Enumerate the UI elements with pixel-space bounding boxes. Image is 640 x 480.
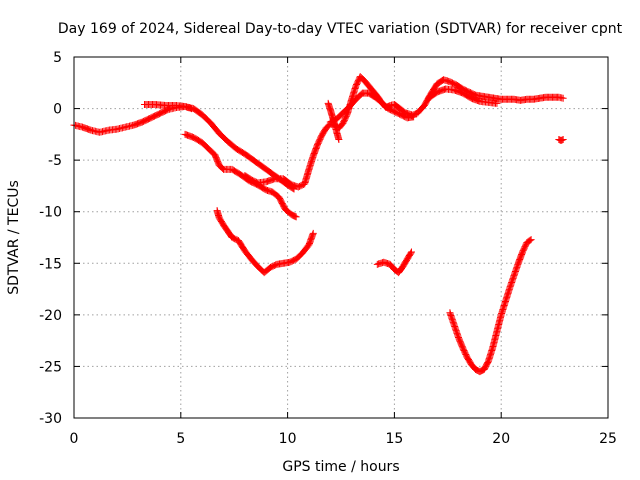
x-tick-label: 0 [70, 431, 79, 447]
x-tick-label: 15 [385, 431, 403, 447]
y-tick-label: -25 [39, 359, 62, 375]
data-point [309, 229, 317, 237]
y-axis-label: SDTVAR / TECUs [6, 180, 22, 295]
series-arc-3 [181, 130, 300, 221]
data-point [407, 249, 415, 257]
data-point [558, 136, 566, 144]
y-tick-label: -15 [39, 256, 62, 272]
y-tick-label: 5 [53, 50, 62, 66]
data-point [559, 94, 567, 102]
data-point [187, 105, 195, 113]
x-tick-label: 10 [279, 431, 297, 447]
series-arc-7 [324, 99, 343, 144]
y-tick-label: -30 [39, 411, 62, 427]
data-point [407, 248, 415, 256]
series-arc-12 [555, 136, 567, 145]
y-tick-label: -5 [48, 153, 62, 169]
y-tick-label: 0 [53, 102, 62, 118]
x-tick-label: 20 [492, 431, 510, 447]
data-point [335, 136, 343, 144]
data-point [493, 99, 501, 107]
series-arc-11 [446, 236, 535, 376]
series-arc-8 [373, 248, 415, 277]
series-arc-9 [407, 76, 567, 120]
chart-title: Day 169 of 2024, Sidereal Day-to-day VTE… [58, 21, 623, 37]
y-tick-label: -20 [39, 308, 62, 324]
series-arc-2 [140, 100, 195, 113]
x-axis-label: GPS time / hours [282, 459, 399, 475]
data-point [559, 136, 567, 144]
data-point [292, 213, 300, 221]
x-tick-label: 5 [176, 431, 185, 447]
data-point [291, 212, 299, 220]
axis-ticks: 0 5 10 15 20 25 5 0 -5 -10 -15 -20 -25 -30 [39, 50, 617, 447]
series-arc-10 [425, 85, 501, 107]
series-arc-6 [326, 89, 418, 126]
x-tick-label: 25 [599, 431, 617, 447]
plot-frame [73, 56, 609, 419]
series-arc-4 [213, 207, 317, 277]
data-point [526, 236, 534, 244]
data-marks [70, 73, 567, 376]
y-tick-label: -10 [39, 205, 62, 221]
grid [74, 57, 608, 418]
data-point [527, 236, 535, 244]
